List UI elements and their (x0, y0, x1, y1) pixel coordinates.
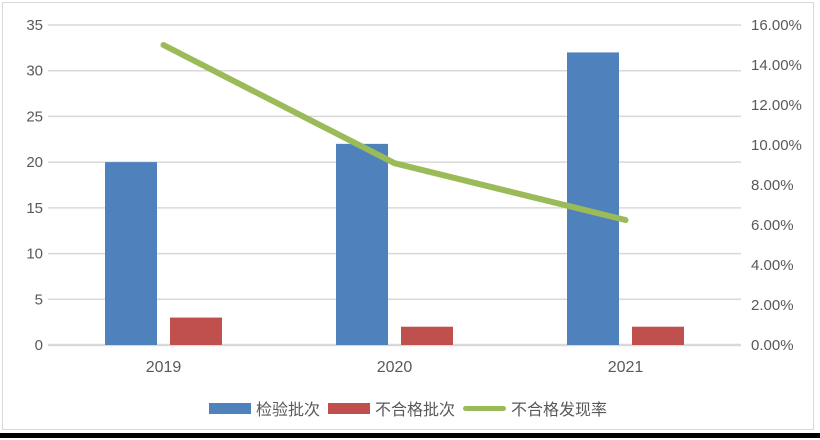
combo-chart: 0 5 10 15 20 25 30 35 0.00% 2.00% 4.00% 6.00% 8.00% 1… (26, 17, 802, 376)
bar-series0-cat1 (336, 143, 388, 345)
right-axis-tick-label: 14.00% (751, 57, 802, 74)
right-axis-tick-label: 4.00% (751, 257, 794, 274)
right-axis-tick-label: 12.00% (751, 97, 802, 114)
bar-series1-cat2 (632, 326, 684, 345)
right-axis-tick-label: 2.00% (751, 297, 794, 314)
left-axis-tick-label: 35 (26, 17, 43, 34)
legend-label: 不合格发现率 (511, 402, 608, 419)
left-axis-tick-label: 5 (35, 291, 43, 308)
legend-item-1: 不合格批次 (327, 396, 455, 420)
bar-series1-cat1 (401, 326, 453, 345)
bar-series0-cat2 (567, 52, 619, 346)
legend-item-2: 不合格发现率 (463, 396, 607, 420)
legend-bar-swatch (208, 402, 251, 414)
legend-line-swatch (463, 405, 506, 411)
legend-item-0: 检验批次 (208, 396, 320, 420)
bar-series0-cat0 (105, 162, 157, 345)
x-axis-label: 2020 (377, 359, 413, 376)
left-axis-tick-label: 0 (35, 337, 43, 354)
chart-legend: 检验批次 不合格批次 不合格发现率 (3, 395, 813, 421)
left-axis-tick-label: 15 (26, 200, 43, 217)
rate-line (160, 42, 629, 223)
left-axis-tick-label: 10 (26, 246, 43, 263)
right-axis-tick-label: 16.00% (751, 17, 802, 34)
x-axis-label: 2021 (608, 359, 644, 376)
bottom-rule (0, 433, 820, 438)
left-axis-tick-label: 30 (26, 63, 43, 80)
chart-container: 0 5 10 15 20 25 30 35 0.00% 2.00% 4.00% 6.00% 8.00% 1… (2, 2, 814, 430)
right-axis-tick-label: 6.00% (751, 217, 794, 234)
right-axis-tick-label: 0.00% (751, 337, 794, 354)
left-axis-tick-label: 25 (26, 108, 43, 125)
legend-label: 不合格批次 (374, 402, 455, 419)
x-axis-label: 2019 (146, 359, 182, 376)
right-axis-tick-label: 10.00% (751, 137, 802, 154)
left-axis-tick-label: 20 (26, 154, 43, 171)
right-axis-tick-label: 8.00% (751, 177, 794, 194)
legend-label: 检验批次 (255, 402, 320, 419)
legend-bar-swatch (327, 402, 370, 414)
bar-series1-cat0 (170, 317, 222, 345)
